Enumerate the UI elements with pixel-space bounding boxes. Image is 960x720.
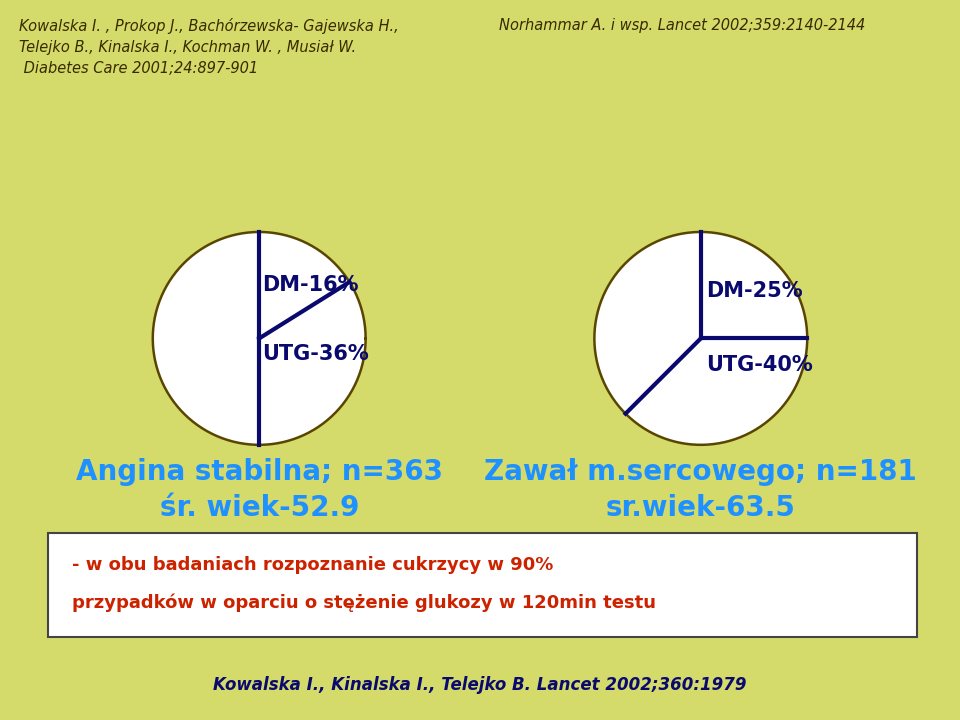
Text: DM-25%: DM-25%	[707, 281, 803, 300]
Polygon shape	[153, 232, 366, 445]
FancyBboxPatch shape	[48, 533, 917, 637]
Text: Telejko B., Kinalska I., Kochman W. , Musiał W.: Telejko B., Kinalska I., Kochman W. , Mu…	[19, 40, 356, 55]
Text: - w obu badaniach rozpoznanie cukrzycy w 90%: - w obu badaniach rozpoznanie cukrzycy w…	[72, 556, 553, 575]
Text: Kowalska I., Kinalska I., Telejko B. Lancet 2002;360:1979: Kowalska I., Kinalska I., Telejko B. Lan…	[213, 677, 747, 694]
Text: Angina stabilna; n=363: Angina stabilna; n=363	[76, 458, 443, 485]
Text: przypadków w oparciu o stężenie glukozy w 120min testu: przypadków w oparciu o stężenie glukozy …	[72, 593, 656, 612]
Text: śr. wiek-52.9: śr. wiek-52.9	[159, 494, 359, 521]
Text: UTG-40%: UTG-40%	[707, 355, 813, 375]
Polygon shape	[594, 232, 807, 445]
Text: sr.wiek-63.5: sr.wiek-63.5	[606, 494, 796, 521]
Text: Norhammar A. i wsp. Lancet 2002;359:2140-2144: Norhammar A. i wsp. Lancet 2002;359:2140…	[499, 18, 866, 33]
Text: UTG-36%: UTG-36%	[262, 344, 370, 364]
Text: Kowalska I. , Prokop J., Bachórzewska- Gajewska H.,: Kowalska I. , Prokop J., Bachórzewska- G…	[19, 18, 399, 34]
Text: Zawał m.sercowego; n=181: Zawał m.sercowego; n=181	[485, 458, 917, 485]
Text: DM-16%: DM-16%	[262, 275, 359, 295]
Text: Diabetes Care 2001;24:897-901: Diabetes Care 2001;24:897-901	[19, 61, 258, 76]
